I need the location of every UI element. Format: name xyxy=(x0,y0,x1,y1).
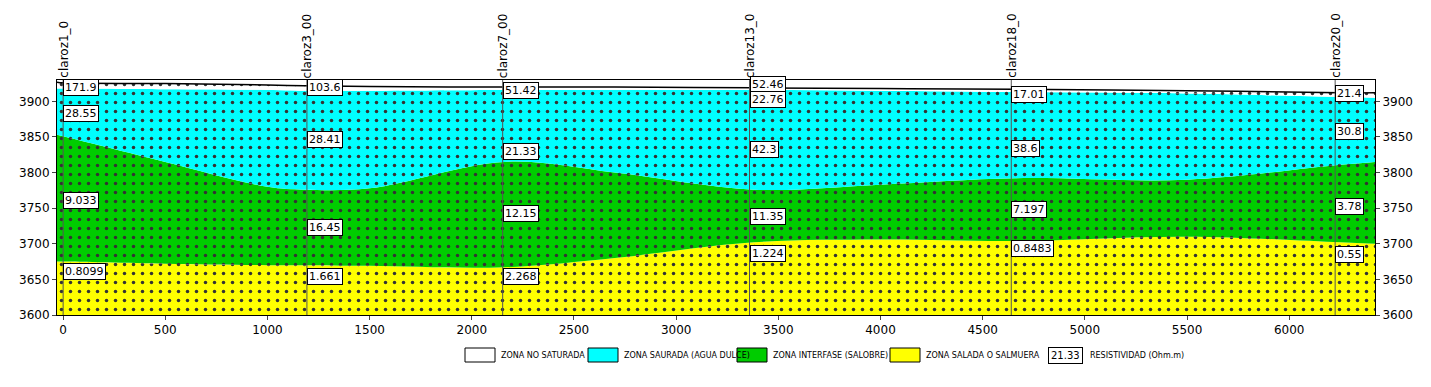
svg-text:5500: 5500 xyxy=(1172,323,1203,337)
svg-text:28.55: 28.55 xyxy=(65,107,97,120)
svg-text:500: 500 xyxy=(154,323,177,337)
svg-text:ZONA SAURADA (AGUA DULCE): ZONA SAURADA (AGUA DULCE) xyxy=(624,351,750,360)
svg-text:3850: 3850 xyxy=(1382,130,1413,144)
svg-text:0.8483: 0.8483 xyxy=(1013,242,1052,255)
svg-text:3750: 3750 xyxy=(1382,201,1413,215)
svg-text:0.55: 0.55 xyxy=(1337,248,1362,261)
svg-text:3600: 3600 xyxy=(19,308,50,322)
svg-text:12.15: 12.15 xyxy=(505,207,537,220)
svg-text:30.8: 30.8 xyxy=(1337,125,1362,138)
svg-text:claroz3_00: claroz3_00 xyxy=(300,14,314,79)
svg-text:3850: 3850 xyxy=(19,130,50,144)
svg-text:1.661: 1.661 xyxy=(309,270,341,283)
svg-text:3900: 3900 xyxy=(1382,95,1413,109)
svg-text:ZONA NO SATURADA: ZONA NO SATURADA xyxy=(501,351,585,360)
svg-text:171.9: 171.9 xyxy=(65,81,97,94)
svg-text:claroz18_0: claroz18_0 xyxy=(1005,13,1019,78)
svg-text:3700: 3700 xyxy=(19,237,50,251)
svg-text:claroz20_0: claroz20_0 xyxy=(1329,13,1343,78)
svg-text:3650: 3650 xyxy=(19,273,50,287)
svg-text:2500: 2500 xyxy=(559,323,590,337)
svg-text:4500: 4500 xyxy=(967,323,998,337)
svg-text:3000: 3000 xyxy=(661,323,692,337)
svg-text:3700: 3700 xyxy=(1382,237,1413,251)
svg-text:3750: 3750 xyxy=(19,201,50,215)
svg-text:1000: 1000 xyxy=(252,323,283,337)
svg-text:1.224: 1.224 xyxy=(752,247,784,260)
svg-text:3650: 3650 xyxy=(1382,273,1413,287)
svg-text:3800: 3800 xyxy=(1382,166,1413,180)
svg-text:3500: 3500 xyxy=(763,323,794,337)
svg-text:0.8099: 0.8099 xyxy=(65,265,104,278)
svg-text:16.45: 16.45 xyxy=(309,221,341,234)
svg-text:0: 0 xyxy=(59,323,67,337)
svg-text:38.6: 38.6 xyxy=(1013,142,1038,155)
svg-text:22.76: 22.76 xyxy=(752,93,784,106)
svg-text:1500: 1500 xyxy=(354,323,385,337)
svg-text:21.33: 21.33 xyxy=(1051,350,1080,361)
svg-text:6000: 6000 xyxy=(1274,323,1305,337)
svg-text:claroz13_0: claroz13_0 xyxy=(743,14,757,79)
svg-text:9.033: 9.033 xyxy=(65,194,97,207)
svg-text:claroz1_0: claroz1_0 xyxy=(57,21,71,78)
svg-text:7.197: 7.197 xyxy=(1013,203,1045,216)
svg-text:claroz7_00: claroz7_00 xyxy=(496,14,510,79)
svg-text:42.3: 42.3 xyxy=(752,143,777,156)
svg-text:52.46: 52.46 xyxy=(752,78,784,91)
svg-text:3600: 3600 xyxy=(1382,308,1413,322)
svg-text:2000: 2000 xyxy=(457,323,488,337)
svg-text:28.41: 28.41 xyxy=(309,133,341,146)
svg-text:3800: 3800 xyxy=(19,166,50,180)
svg-text:RESISTIVIDAD (Ohm.m): RESISTIVIDAD (Ohm.m) xyxy=(1090,351,1184,360)
svg-text:21.33: 21.33 xyxy=(505,145,537,158)
svg-text:2.268: 2.268 xyxy=(505,270,537,283)
svg-text:17.01: 17.01 xyxy=(1013,88,1045,101)
svg-text:51.42: 51.42 xyxy=(505,84,537,97)
svg-text:3900: 3900 xyxy=(19,95,50,109)
svg-text:3.78: 3.78 xyxy=(1337,200,1362,213)
svg-text:4000: 4000 xyxy=(865,323,896,337)
svg-text:11.35: 11.35 xyxy=(752,210,784,223)
svg-text:ZONA SALADA O SALMUERA: ZONA SALADA O SALMUERA xyxy=(926,351,1040,360)
svg-text:ZONA INTERFASE (SALOBRE): ZONA INTERFASE (SALOBRE) xyxy=(773,351,888,360)
svg-text:21.4: 21.4 xyxy=(1337,87,1362,100)
svg-text:5000: 5000 xyxy=(1070,323,1101,337)
svg-text:103.6: 103.6 xyxy=(309,81,341,94)
